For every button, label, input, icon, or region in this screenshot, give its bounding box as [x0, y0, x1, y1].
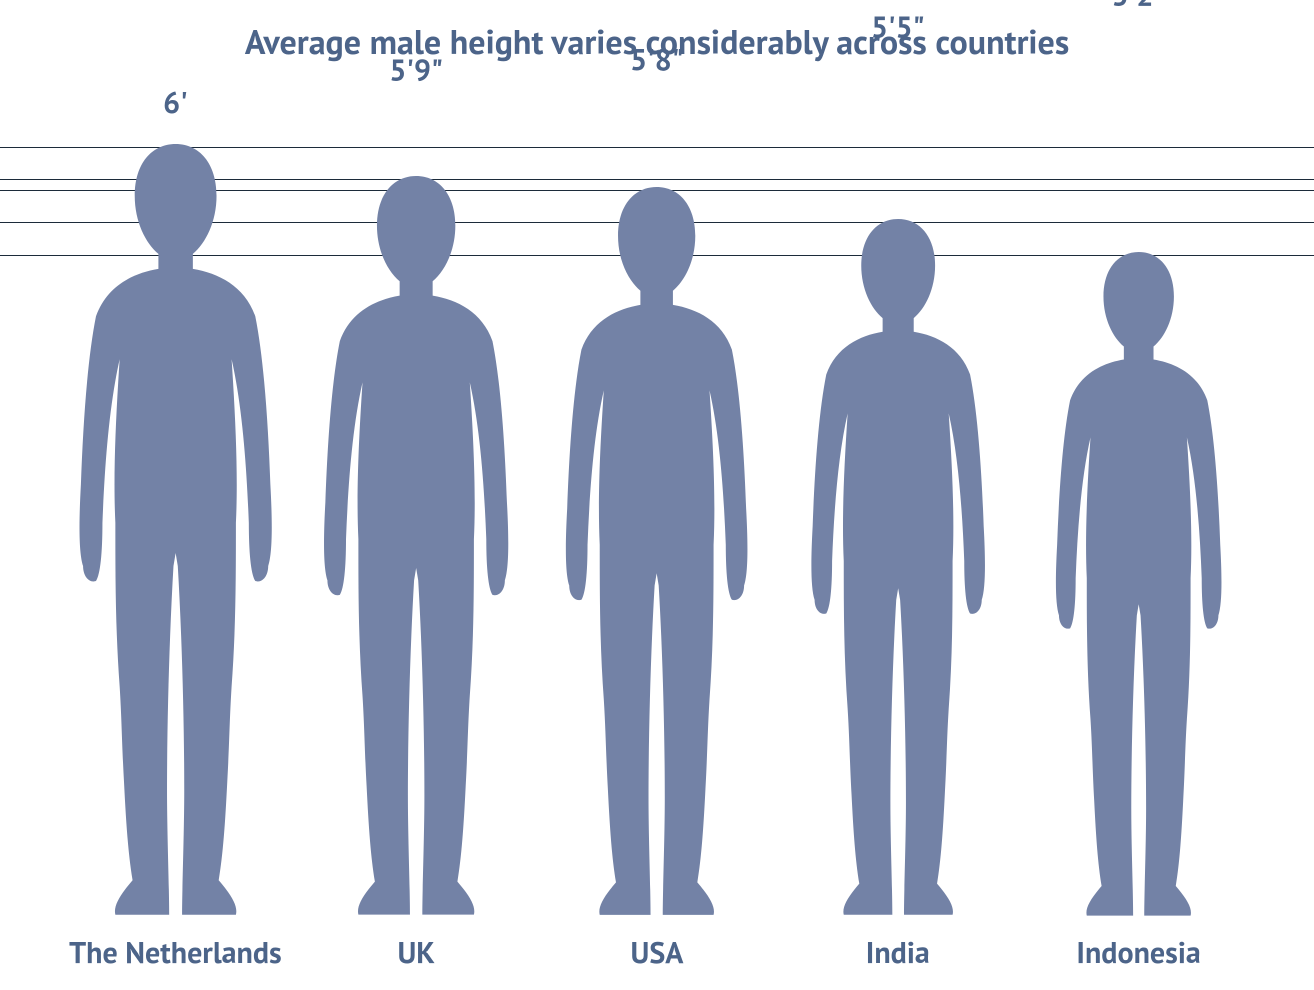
height-infographic: Average male height varies considerably …	[0, 0, 1314, 990]
figure-col-3: 5'5"India	[777, 83, 1018, 972]
height-label: 6'	[163, 83, 188, 122]
figure-col-1: 5'9"UK	[296, 83, 537, 972]
height-label: 5'8"	[630, 40, 684, 79]
country-label: USA	[631, 933, 684, 972]
male-silhouette-icon	[313, 176, 519, 919]
country-label: UK	[397, 933, 434, 972]
country-label: The Netherlands	[69, 933, 282, 972]
figure-col-2: 5'8"USA	[537, 83, 778, 972]
male-silhouette-icon	[1046, 252, 1231, 919]
height-label: 5'2"	[1112, 0, 1166, 14]
figure-col-4: 5'2"Indonesia	[1018, 83, 1259, 972]
height-label: 5'9"	[389, 51, 443, 90]
figures-row: 6' The Netherlands 5'9"UK5'8"USA5'5"India5…	[0, 83, 1314, 990]
height-label: 5'5"	[871, 8, 925, 47]
country-label: Indonesia	[1076, 933, 1200, 972]
country-label: India	[866, 933, 930, 972]
male-silhouette-icon	[68, 144, 283, 919]
male-silhouette-icon	[801, 219, 995, 919]
figure-col-0: 6' The Netherlands	[55, 83, 296, 972]
male-silhouette-icon	[555, 187, 758, 919]
